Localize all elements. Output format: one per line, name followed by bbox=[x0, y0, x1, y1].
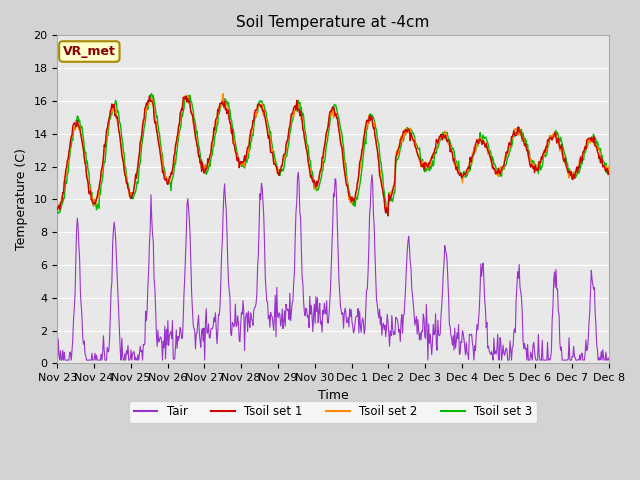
Legend: Tair, Tsoil set 1, Tsoil set 2, Tsoil set 3: Tair, Tsoil set 1, Tsoil set 2, Tsoil se… bbox=[129, 401, 538, 423]
Title: Soil Temperature at -4cm: Soil Temperature at -4cm bbox=[237, 15, 430, 30]
Text: VR_met: VR_met bbox=[63, 45, 116, 58]
Y-axis label: Temperature (C): Temperature (C) bbox=[15, 148, 28, 250]
X-axis label: Time: Time bbox=[318, 389, 349, 402]
